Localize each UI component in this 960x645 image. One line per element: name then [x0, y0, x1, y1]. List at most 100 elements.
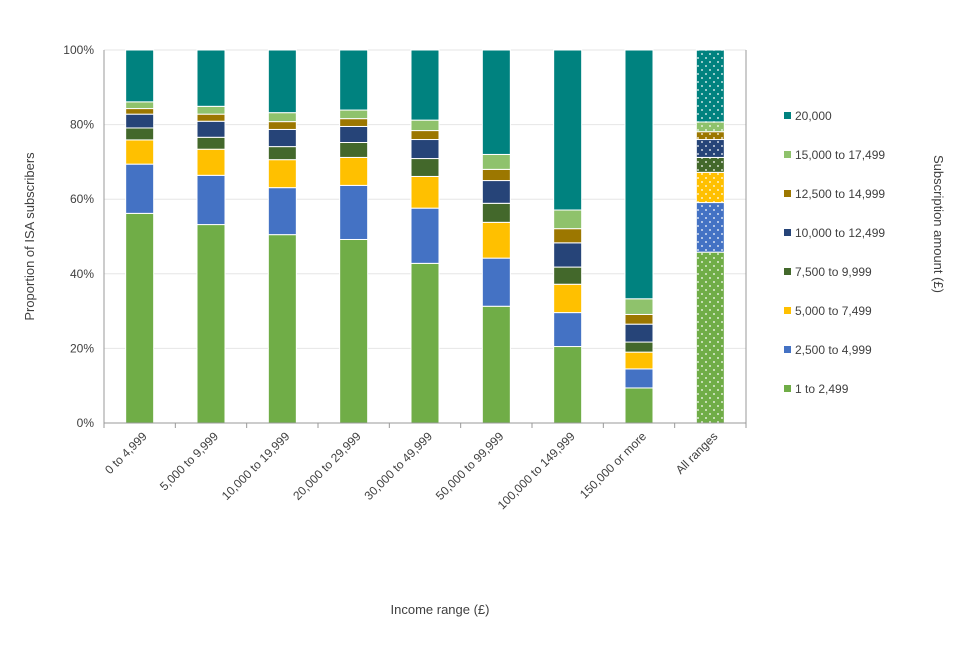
bar-segment: 150,000 or more — 2,500 to 4,999: 5.1%	[624, 368, 654, 389]
legend-swatch	[784, 112, 791, 119]
bar-segment: 30,000 to 49,999 — 2,500 to 4,999: 14.8%	[410, 207, 440, 264]
bar-segment: 100,000 to 149,999 — 10,000 to 12,499: 6…	[553, 242, 583, 268]
legend-swatch	[784, 190, 791, 197]
bar-segment: 5,000 to 9,999 — 1 to 2,499: 53.2%	[196, 224, 226, 424]
bar-segment: 20,000 to 29,999 — 10,000 to 12,499: 4.3…	[339, 125, 369, 144]
bar-segment: 10,000 to 19,999 — 7,500 to 9,999: 3.5%	[267, 146, 297, 161]
bar-segment-pattern	[696, 252, 725, 423]
y-axis-title: Proportion of ISA subscribers	[22, 152, 37, 321]
bar-segment: 10,000 to 19,999 — 2,500 to 4,999: 12.6%	[267, 187, 297, 236]
x-tick-label: 50,000 to 99,999	[433, 429, 507, 503]
bar-segment: 100,000 to 149,999 — 1 to 2,499: 20.5%	[553, 346, 583, 424]
bar-segment: 5,000 to 9,999 — 20,000: 15.1%	[196, 49, 226, 107]
bar-segment: 100,000 to 149,999 — 20,000: 42.9%	[553, 49, 583, 211]
bar-segment: 50,000 to 99,999 — 7,500 to 9,999: 5.1%	[481, 202, 511, 223]
x-tick-label: 20,000 to 29,999	[290, 429, 364, 503]
tick-labels: 0%20%40%60%80%100%0 to 4,999 5,000 to 9,9…	[63, 43, 720, 512]
bar-segment: 150,000 or more — 10,000 to 12,499: 4.8%	[624, 323, 654, 343]
legend-label: 12,500 to 14,999	[795, 187, 885, 201]
bar-segment: 100,000 to 149,999 — 5,000 to 7,499: 7.6…	[553, 283, 583, 314]
bar-segment: 5,000 to 9,999 — 10,000 to 12,499: 4.3%	[196, 120, 226, 138]
bar-segment: 0 to 4,999 — 20,000: 13.9%	[125, 49, 155, 103]
bar-segment: 150,000 or more — 12,500 to 14,999: 2.6%	[624, 313, 654, 325]
legend-label: 1 to 2,499	[795, 382, 849, 396]
bar-segment: 30,000 to 49,999 — 1 to 2,499: 42.8%	[410, 262, 440, 424]
bar-segment: 10,000 to 19,999 — 12,500 to 14,999: 2.1…	[267, 121, 297, 130]
x-tick-label: 5,000 to 9,999	[157, 429, 221, 493]
bar-segment: 20,000 to 29,999 — 7,500 to 9,999: 4%	[339, 142, 369, 158]
y-tick-label: 100%	[63, 43, 94, 57]
bar-segment: 20,000 to 29,999 — 15,000 to 17,499: 2.3…	[339, 109, 369, 120]
bar-segment: 0 to 4,999 — 7,500 to 9,999: 3.2%	[125, 127, 155, 141]
bar-segment: 0 to 4,999 — 15,000 to 17,499: 1.8%	[125, 101, 155, 110]
bar-segment: 5,000 to 9,999 — 5,000 to 7,499: 7%	[196, 148, 226, 176]
bar-segment: 30,000 to 49,999 — 10,000 to 12,499: 5.1…	[410, 139, 440, 160]
bar-segment: 10,000 to 19,999 — 15,000 to 17,499: 2.4…	[267, 112, 297, 123]
bar-segment-pattern	[696, 139, 725, 158]
bar-segment: 50,000 to 99,999 — 10,000 to 12,499: 6.1…	[481, 180, 511, 204]
bar-segment: 5,000 to 9,999 — 12,500 to 14,999: 1.9%	[196, 113, 226, 122]
bar-segment: 50,000 to 99,999 — 2,500 to 4,999: 12.9%	[481, 257, 511, 307]
bar-segment: 20,000 to 29,999 — 5,000 to 7,499: 7.5%	[339, 156, 369, 186]
bar-segment: 5,000 to 9,999 — 7,500 to 9,999: 3.2%	[196, 136, 226, 150]
bar-segment: 30,000 to 49,999 — 20,000: 18.8%	[410, 49, 440, 121]
bar-segment: 30,000 to 49,999 — 12,500 to 14,999: 2.4…	[410, 130, 440, 141]
bar-segment: 150,000 or more — 5,000 to 7,499: 4.5%	[624, 351, 654, 370]
bar-segment: 150,000 or more — 7,500 to 9,999: 2.7%	[624, 341, 654, 353]
y-tick-label: 40%	[70, 267, 94, 281]
bar-segment: 30,000 to 49,999 — 7,500 to 9,999: 4.8%	[410, 158, 440, 177]
bar-segment-pattern	[696, 157, 725, 173]
bar-segment-pattern	[696, 121, 725, 132]
x-axis-title: Income range (£)	[391, 602, 490, 617]
bar-segment: 10,000 to 19,999 — 1 to 2,499: 50.5%	[267, 234, 297, 424]
legend-label: 20,000	[795, 109, 832, 123]
x-tick-label: 100,000 to 149,999	[495, 429, 578, 512]
bar-segment: 100,000 to 149,999 — 12,500 to 14,999: 3…	[553, 228, 583, 244]
x-tick-label: All ranges	[673, 429, 721, 477]
bar-segment: 20,000 to 29,999 — 12,500 to 14,999: 2.1…	[339, 118, 369, 127]
bar-segment: 50,000 to 99,999 — 12,500 to 14,999: 3%	[481, 168, 511, 182]
bar-segment: 10,000 to 19,999 — 10,000 to 12,499: 4.6…	[267, 128, 297, 148]
legend-swatch	[784, 151, 791, 158]
bar-segment: 150,000 or more — 1 to 2,499: 9.4%	[624, 387, 654, 424]
bar-segment: 100,000 to 149,999 — 7,500 to 9,999: 4.6…	[553, 266, 583, 285]
bar-segment: 0 to 4,999 — 10,000 to 12,499: 3.7%	[125, 113, 155, 129]
bar-segment: 50,000 to 99,999 — 15,000 to 17,499: 4%	[481, 153, 511, 170]
bar-segment-pattern	[696, 172, 725, 203]
legend-swatch	[784, 268, 791, 275]
bar-segment: 0 to 4,999 — 1 to 2,499: 56.2%	[125, 212, 155, 424]
bar-segment: 0 to 4,999 — 2,500 to 4,999: 13.2%	[125, 163, 155, 214]
axes	[103, 50, 747, 428]
bar-segment: 100,000 to 149,999 — 2,500 to 4,999: 9.1…	[553, 312, 583, 348]
y-tick-label: 0%	[77, 416, 95, 430]
bar-segment: 30,000 to 49,999 — 15,000 to 17,499: 2.8…	[410, 119, 440, 132]
legend-label: 7,500 to 9,999	[795, 265, 872, 279]
x-tick-label: 30,000 to 49,999	[362, 429, 436, 503]
y-tick-label: 80%	[70, 118, 94, 132]
legend-swatch	[784, 346, 791, 353]
legend-label: 5,000 to 7,499	[795, 304, 872, 318]
bar-segment: 30,000 to 49,999 — 5,000 to 7,499: 8.5%	[410, 175, 440, 209]
legend-swatch	[784, 307, 791, 314]
bar-segment: 5,000 to 9,999 — 15,000 to 17,499: 2.1%	[196, 105, 226, 115]
bar-segment: 50,000 to 99,999 — 1 to 2,499: 31.3%	[481, 305, 511, 424]
bar-segment: 5,000 to 9,999 — 2,500 to 4,999: 13.2%	[196, 174, 226, 226]
bar-segment: 50,000 to 99,999 — 20,000: 28%	[481, 49, 511, 155]
bar-segment: 100,000 to 149,999 — 15,000 to 17,499: 5…	[553, 209, 583, 230]
bar-segment: 50,000 to 99,999 — 5,000 to 7,499: 9.6%	[481, 221, 511, 259]
bar-segment: 20,000 to 29,999 — 1 to 2,499: 49.2%	[339, 238, 369, 424]
legend-label: 15,000 to 17,499	[795, 148, 885, 162]
bar-segment: 0 to 4,999 — 12,500 to 14,999: 1.5%	[125, 108, 155, 115]
bar-segment: 150,000 or more — 15,000 to 17,499: 4.2%	[624, 298, 654, 315]
bar-segment-pattern	[696, 50, 725, 122]
x-tick-label: 10,000 to 19,999	[219, 429, 293, 503]
legend: 20,000 15,000 to 17,499 12,500 to 14,999 10…	[784, 109, 885, 396]
bar-segment: 0 to 4,999 — 5,000 to 7,499: 6.5%	[125, 139, 155, 165]
y-tick-label: 20%	[70, 341, 94, 355]
bar-segment: 20,000 to 29,999 — 20,000: 16.1%	[339, 49, 369, 111]
legend-label: 2,500 to 4,999	[795, 343, 872, 357]
bar-segment: 10,000 to 19,999 — 20,000: 16.8%	[267, 49, 297, 114]
bar-segment-pattern	[696, 131, 725, 140]
legend-swatch	[784, 229, 791, 236]
